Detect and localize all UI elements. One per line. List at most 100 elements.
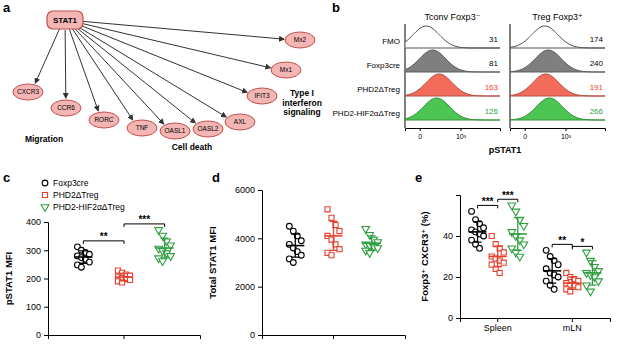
x-axis <box>49 335 201 339</box>
y-axis-title: Foxp3⁺ CXCR3⁺ (%) <box>419 211 430 301</box>
x-tick-label: Spleen <box>484 323 512 333</box>
x-tick <box>124 335 125 339</box>
mfi-value: 240 <box>590 59 604 68</box>
center-node <box>47 11 83 29</box>
mfi-value: 174 <box>590 35 604 44</box>
y-tick-mark <box>258 238 262 239</box>
significance-label: ** <box>100 231 108 242</box>
error-bar <box>120 273 128 280</box>
panel-label: d <box>212 170 220 185</box>
x-axis-line <box>511 129 606 132</box>
y-tick-mark <box>258 335 262 336</box>
arrow <box>75 25 226 117</box>
panel-a: aCXCR3CCR6RORCTNFOASL1OASL2AXLIFIT3Mx1Mx… <box>3 0 322 152</box>
y-axis: 0200040006000 <box>235 185 263 340</box>
legend: Foxp3crePHD2ΔTregPHD2-HIF2αΔTreg <box>41 178 125 212</box>
y-tick-label: 0 <box>250 330 255 340</box>
histograms <box>405 26 500 120</box>
y-tick: 400 <box>26 217 48 227</box>
error-bar <box>568 277 576 289</box>
legend-label: PHD2-HIF2αΔTreg <box>53 202 125 212</box>
point <box>469 209 475 215</box>
point <box>587 289 595 296</box>
y-axis-line <box>456 196 461 319</box>
gene-label: AXL <box>234 118 247 125</box>
x-tick-label: 0 <box>523 133 527 140</box>
row-label: Foxp3cre <box>367 61 401 70</box>
x-tick-label: 10³ <box>561 133 572 140</box>
marks <box>74 228 174 285</box>
point <box>520 242 528 249</box>
point <box>167 254 175 261</box>
gene-label: OASL1 <box>165 127 186 134</box>
x-tick <box>333 335 334 339</box>
y-tick: 4000 <box>235 234 262 244</box>
gene-node <box>225 114 255 130</box>
mfi-value: 163 <box>485 83 499 92</box>
row-label: FMO <box>382 37 400 46</box>
y-axis: 0 20 40 <box>443 196 461 324</box>
arrow <box>73 27 163 124</box>
significance-label: *** <box>138 214 150 225</box>
y-tick-label: 40 <box>443 231 453 241</box>
frame-left <box>510 24 511 128</box>
group-label-line: Cell death <box>172 142 213 152</box>
error-bar <box>494 246 502 267</box>
histogram <box>405 74 500 96</box>
significance-label: ** <box>558 235 566 246</box>
x-tick-mark <box>124 335 125 339</box>
y-tick-label: 0 <box>36 330 41 340</box>
mfi-value: 266 <box>590 107 604 116</box>
x-tick-label: 10³ <box>456 133 467 140</box>
histogram <box>510 74 605 96</box>
x-tick-mark <box>572 318 573 322</box>
x-tick-mark <box>497 318 498 322</box>
point <box>555 262 561 268</box>
gene-node <box>89 112 119 128</box>
gene-node <box>247 88 277 104</box>
x-tick-mark <box>460 128 461 131</box>
group-label-line: Type I <box>290 88 314 98</box>
point <box>325 207 330 212</box>
y-tick-label: 20 <box>443 272 453 282</box>
y-axis-title: pSTAT1 MFI <box>3 252 14 305</box>
error-bar <box>548 259 556 284</box>
y-tick-label: 4000 <box>235 234 255 244</box>
arrow <box>65 30 67 98</box>
y-axis-title: Total STAT1 MFI <box>207 226 218 298</box>
error-bar <box>474 222 482 243</box>
x-tick-label: 0 <box>418 133 422 140</box>
x-tick-mark <box>333 335 334 339</box>
y-tick-label: 400 <box>26 217 41 227</box>
gene-node <box>271 62 301 78</box>
center-label: STAT1 <box>53 16 78 25</box>
gene-label: Mx1 <box>280 66 293 73</box>
error-bar <box>368 236 376 251</box>
y-tick-mark <box>44 335 48 336</box>
x-tick: 10³ <box>561 128 572 140</box>
y-tick-mark <box>258 287 262 288</box>
y-tick: 2000 <box>235 282 262 292</box>
point <box>576 285 581 290</box>
mfi-value: 31 <box>489 35 498 44</box>
y-tick: 0 <box>448 313 460 323</box>
gene-label: RORC <box>94 116 113 123</box>
point <box>127 277 132 282</box>
point <box>79 264 85 270</box>
row-label: PHD2ΔTreg <box>357 85 400 94</box>
gene-label: CCR6 <box>57 104 75 111</box>
mfi-value: 81 <box>489 59 498 68</box>
y-tick: 20 <box>443 272 460 282</box>
y-axis: 0100200300400 <box>26 217 49 340</box>
y-tick-label: 100 <box>26 302 41 312</box>
panel-title: Treg Foxp3⁺ <box>532 12 583 22</box>
arrow <box>77 21 284 39</box>
panel-label: b <box>332 0 340 15</box>
histogram-panel: Tconv Foxp3⁻3181163126010³ <box>405 12 501 140</box>
y-tick: 0 <box>250 330 262 340</box>
group-label-line: interferon <box>282 98 322 108</box>
significance-label: * <box>580 237 584 248</box>
y-tick-label: 2000 <box>235 282 255 292</box>
legend-label: Foxp3cre <box>53 178 89 188</box>
figure: aCXCR3CCR6RORCTNFOASL1OASL2AXLIFIT3Mx1Mx… <box>0 0 617 345</box>
